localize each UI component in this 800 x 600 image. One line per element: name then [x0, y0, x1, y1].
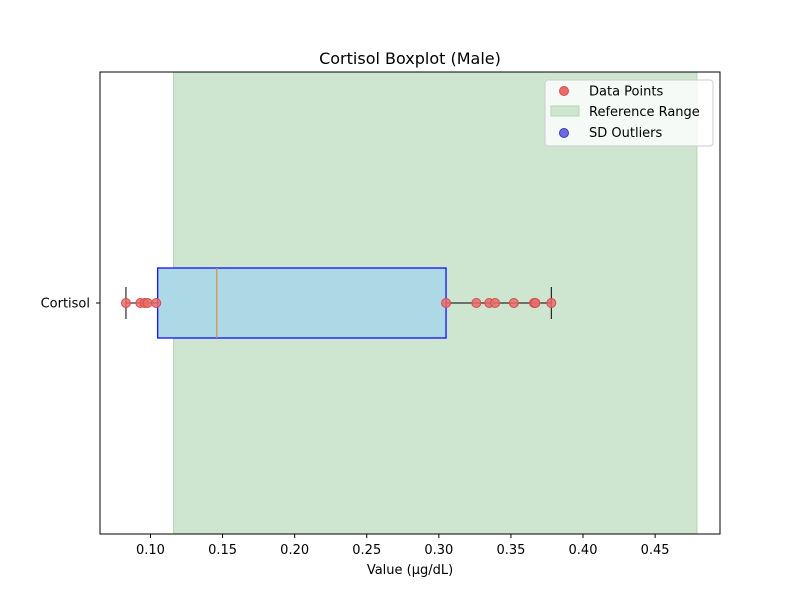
legend-marker-data-points: [559, 86, 569, 96]
x-tick-label-6: 0.40: [569, 543, 598, 558]
legend-marker-sd-outliers: [559, 128, 569, 138]
data-point-12: [546, 298, 557, 308]
data-point-9: [508, 298, 519, 308]
x-tick-label-2: 0.20: [280, 543, 309, 558]
legend-frame: [544, 79, 714, 147]
x-tick-label-3: 0.25: [352, 543, 381, 558]
data-point-8: [490, 298, 501, 308]
x-tick-label-7: 0.45: [641, 543, 670, 558]
x-tick-label-4: 0.30: [424, 543, 453, 558]
data-point-6: [471, 298, 482, 308]
data-point-4: [151, 298, 162, 308]
x-tick-label-0: 0.10: [136, 543, 165, 558]
legend: Data Points Reference Range SD Outliers: [544, 79, 714, 147]
legend-label-data-points: Data Points: [589, 85, 663, 100]
data-point-0: [120, 298, 131, 308]
x-axis-label: Value (μg/dL): [367, 563, 453, 578]
x-axis-ticks: 0.10 0.15 0.20 0.25 0.30 0.35 0.40 0.45: [136, 534, 670, 558]
legend-label-sd-outliers: SD Outliers: [589, 126, 663, 141]
x-tick-label-1: 0.15: [208, 543, 237, 558]
iqr-box: [157, 267, 447, 339]
data-point-11: [530, 298, 541, 308]
legend-label-reference-range: Reference Range: [589, 105, 700, 120]
chart-title: Cortisol Boxplot (Male): [319, 49, 501, 68]
plot-area: [99, 71, 721, 535]
legend-marker-reference-range: [550, 105, 580, 117]
data-point-3: [142, 298, 153, 308]
y-tick-label-cortisol: Cortisol: [41, 297, 90, 312]
data-point-5: [441, 298, 452, 308]
x-tick-label-5: 0.35: [496, 543, 525, 558]
